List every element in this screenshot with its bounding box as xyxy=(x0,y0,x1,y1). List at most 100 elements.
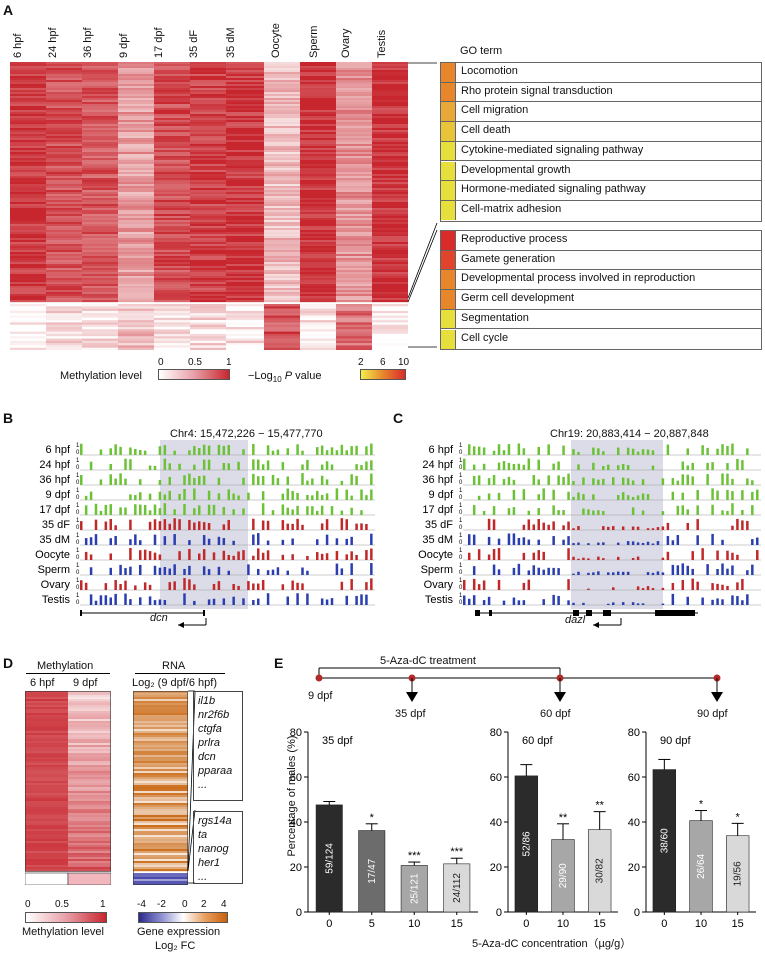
d-expr-tick-m4: -4 xyxy=(137,899,146,910)
track-label: 17 dpf xyxy=(422,504,454,516)
significance-marker: *** xyxy=(408,850,422,862)
column-label: 35 dM xyxy=(225,27,237,58)
gene-label-dazl: dazl xyxy=(565,614,586,626)
rna-subtitle: Log₂ (9 dpf/6 hpf) xyxy=(132,677,217,689)
timeline-35dpf: 35 dpf xyxy=(395,708,426,720)
go-term-label: Hormone-mediated signaling pathway xyxy=(461,183,646,196)
y-tick-label: 80 xyxy=(490,727,502,739)
go-term-row: Developmental process involved in reprod… xyxy=(440,270,762,290)
svg-text:1: 1 xyxy=(459,473,463,479)
bar xyxy=(315,804,343,913)
go-term-row: Locomotion xyxy=(440,63,762,83)
track-label: Ovary xyxy=(424,579,454,591)
rna-title-underline xyxy=(135,673,225,674)
svg-text:1: 1 xyxy=(459,548,463,554)
go-term-label: Reproductive process xyxy=(461,233,568,245)
track-label: 17 dpf xyxy=(39,504,71,516)
go-term-color xyxy=(440,102,456,121)
methylation-title: Methylation xyxy=(37,660,94,672)
x-tick-label: 10 xyxy=(557,918,569,930)
gene-name: nanog xyxy=(198,843,229,855)
go-term-color xyxy=(440,82,456,102)
chart-title: 35 dpf xyxy=(322,735,354,747)
d-meth-legend-label: Methylation level xyxy=(22,926,104,938)
y-tick-label: 80 xyxy=(628,727,640,739)
track-label: 35 dF xyxy=(42,519,70,531)
x-tick-label: 0 xyxy=(326,918,332,930)
x-tick-label: 0 xyxy=(661,918,667,930)
svg-text:0: 0 xyxy=(459,495,463,501)
y-tick-label: 20 xyxy=(628,862,640,874)
bar-data-label: 26/64 xyxy=(696,853,707,878)
bar-data-label: 52/86 xyxy=(521,831,532,856)
svg-text:0: 0 xyxy=(76,555,80,561)
svg-text:1: 1 xyxy=(76,548,80,554)
svg-text:0: 0 xyxy=(76,600,80,606)
y-tick-label: 0 xyxy=(496,907,502,919)
x-tick-label: 15 xyxy=(451,918,463,930)
svg-text:1: 1 xyxy=(76,458,80,464)
track-label: 6 hpf xyxy=(429,444,454,456)
column-label: Sperm xyxy=(308,25,320,58)
gene-label-dcn: dcn xyxy=(150,612,168,624)
go-term-color xyxy=(440,141,456,161)
track-label: Sperm xyxy=(421,564,453,576)
track-label: Testis xyxy=(42,594,71,606)
gene-name: ta xyxy=(198,829,208,841)
svg-text:0: 0 xyxy=(76,510,80,516)
svg-text:1: 1 xyxy=(76,488,80,494)
rna-heatmap-d xyxy=(133,691,188,885)
gene-name: ... xyxy=(198,779,208,791)
track-label: 6 hpf xyxy=(46,444,71,456)
svg-text:0: 0 xyxy=(459,540,463,546)
y-tick-label: 40 xyxy=(290,817,302,829)
svg-text:1: 1 xyxy=(76,578,80,584)
go-term-color xyxy=(440,290,456,309)
gene-name: rgs14a xyxy=(198,815,232,827)
go-term-label: Cell death xyxy=(461,124,511,137)
meth-col-6hpf: 6 hpf xyxy=(30,677,55,689)
go-term-label: Cell cycle xyxy=(461,331,509,344)
svg-text:1: 1 xyxy=(459,563,463,569)
chart-title: 60 dpf xyxy=(522,735,554,747)
panel-b-letter: B xyxy=(3,410,14,426)
y-tick-label: 0 xyxy=(634,907,640,919)
y-tick-label: 20 xyxy=(490,862,502,874)
chart-title: 90 dpf xyxy=(660,735,692,747)
column-label: 17 dpf xyxy=(153,27,165,58)
d-meth-tick-05: 0.5 xyxy=(55,899,69,910)
svg-text:0: 0 xyxy=(76,585,80,591)
svg-text:0: 0 xyxy=(76,480,80,486)
d-expr-tick-2: 2 xyxy=(201,899,207,910)
bar-data-label: 25/121 xyxy=(409,873,420,904)
go-term-row: Cell-matrix adhesion xyxy=(440,200,762,221)
column-label: Testis xyxy=(376,29,388,58)
bar-data-label: 24/112 xyxy=(452,873,463,903)
upregulated-gene-list: il1b nr2f6b ctgfa prlra dcn pparaa... xyxy=(193,691,243,801)
track-label: 36 hpf xyxy=(422,474,454,486)
track-label: 35 dM xyxy=(422,534,453,546)
d-expr-legend-label2: Log₂ FC xyxy=(155,940,196,952)
go-term-row: Hormone-mediated signaling pathway xyxy=(440,181,762,201)
go-term-row: Developmental growth xyxy=(440,161,762,181)
d-meth-tick-1: 1 xyxy=(100,899,106,910)
bar-data-label: 38/60 xyxy=(659,828,670,853)
track-label: 24 hpf xyxy=(422,459,454,471)
meth-legend-tick-1: 1 xyxy=(226,357,232,368)
go-term-label: Gamete generation xyxy=(461,252,556,265)
gene-name: il1b xyxy=(198,695,216,707)
pval-legend-bar xyxy=(360,369,406,380)
timeline-90dpf: 90 dpf xyxy=(697,708,728,720)
go-term-color xyxy=(440,181,456,200)
gene-name: dcn xyxy=(198,751,216,763)
go-term-label: Cell migration xyxy=(461,104,529,117)
y-tick-label: 80 xyxy=(290,727,302,739)
go-term-color xyxy=(440,63,456,82)
svg-text:0: 0 xyxy=(459,480,463,486)
bar-chart-0: 0 20 40 60 80 35 dpf 59/124 0 * 17/47 5 *** 25/121 10… xyxy=(290,727,478,930)
gene-name: prlra xyxy=(198,737,221,749)
d-expr-tick-4: 4 xyxy=(221,899,227,910)
y-tick-label: 60 xyxy=(290,772,302,784)
